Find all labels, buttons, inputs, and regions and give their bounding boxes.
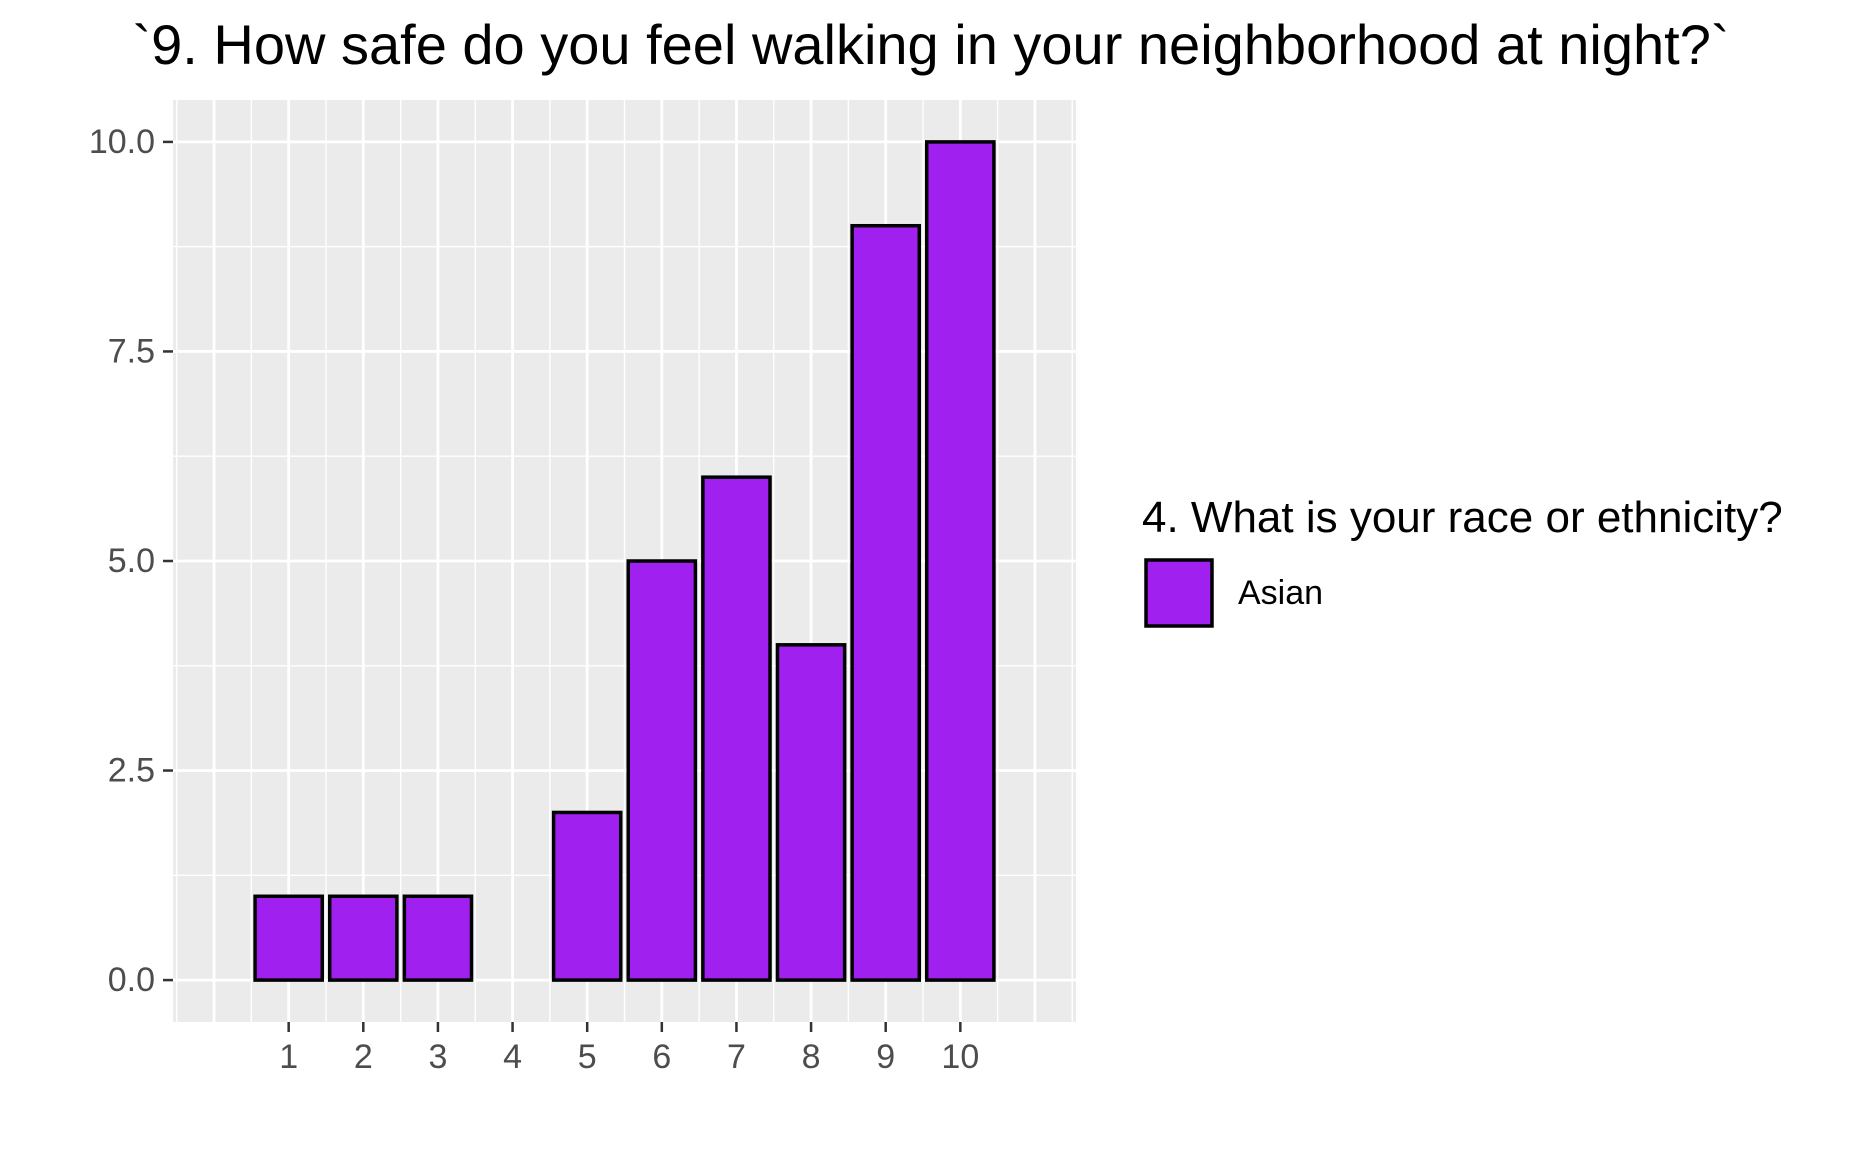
bar [402, 894, 474, 982]
legend-label: Asian [1238, 574, 1323, 612]
x-tick-label: 9 [876, 1038, 895, 1076]
y-axis: 0.0 2.5 5.0 7.5 10.0 [89, 123, 173, 999]
legend-key [1144, 558, 1214, 628]
x-tick-label: 6 [652, 1038, 671, 1076]
legend-entries: Asian [1144, 558, 1323, 628]
x-tick-label: 4 [503, 1038, 522, 1076]
chart-title: `9. How safe do you feel walking in your… [132, 13, 1730, 76]
x-tick-label: 1 [279, 1038, 298, 1076]
bar [626, 559, 698, 982]
x-tick-label: 8 [802, 1038, 821, 1076]
x-axis: 1 2 3 4 5 6 7 8 9 10 [279, 1022, 979, 1076]
bar [850, 223, 922, 982]
y-tick-label: 5.0 [108, 542, 155, 580]
bar [924, 140, 996, 982]
x-tick-label: 3 [428, 1038, 447, 1076]
y-tick-label: 7.5 [108, 332, 155, 370]
bar [327, 894, 399, 982]
bar [253, 894, 325, 982]
x-tick-label: 2 [354, 1038, 373, 1076]
x-tick-label: 7 [727, 1038, 746, 1076]
x-tick-label: 10 [941, 1038, 979, 1076]
y-tick-label: 10.0 [89, 123, 155, 161]
bars [253, 140, 996, 982]
bar [775, 643, 847, 982]
x-tick-label: 5 [578, 1038, 597, 1076]
bar [551, 810, 623, 982]
bar [701, 475, 772, 982]
legend-title: 4. What is your race or ethnicity? [1142, 493, 1783, 542]
legend: 4. What is your race or ethnicity? Asian [1142, 493, 1783, 628]
y-tick-label: 0.0 [108, 961, 155, 999]
y-tick-label: 2.5 [108, 752, 155, 790]
